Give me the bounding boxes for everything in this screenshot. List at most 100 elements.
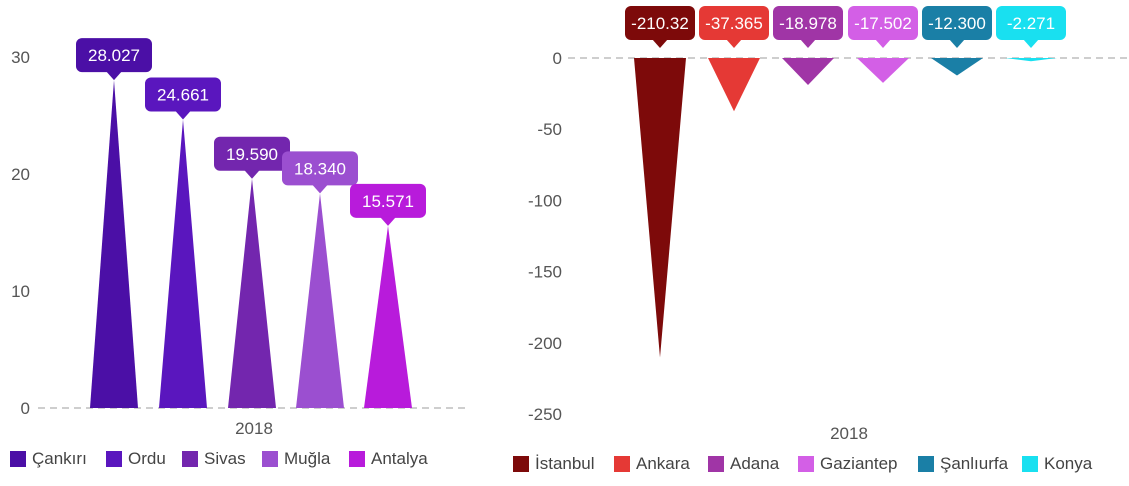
left-data-label-text: 15.571 <box>362 192 414 211</box>
right-legend-label: Ankara <box>636 454 690 473</box>
right-data-label-pointer <box>800 39 816 48</box>
right-legend-item-adana: Adana <box>708 454 780 473</box>
left-legend-item-cankiri: Çankırı <box>10 449 87 468</box>
right-data-label-box <box>848 6 918 40</box>
left-legend-swatch <box>10 451 26 467</box>
right-data-label-pointer <box>652 39 668 48</box>
left-data-label-box <box>145 77 221 112</box>
left-legend-item-mugla: Muğla <box>262 449 331 468</box>
right-legend-item-gaziantep: Gaziantep <box>798 454 898 473</box>
left-legend-swatch <box>262 451 278 467</box>
right-legend-swatch <box>918 456 934 472</box>
left-data-label-cankiri: 28.027 <box>76 38 152 81</box>
left-data-label-pointer <box>244 169 260 179</box>
right-legend-swatch <box>708 456 724 472</box>
left-bar-ordu <box>159 119 207 408</box>
left-legend-label: Ordu <box>128 449 166 468</box>
left-legend-swatch <box>182 451 198 467</box>
right-ytick-label: 0 <box>553 49 562 68</box>
left-bar-sivas <box>228 178 276 408</box>
left-bar-antalya <box>364 225 412 408</box>
left-legend-label: Antalya <box>371 449 428 468</box>
left-legend-item-sivas: Sivas <box>182 449 246 468</box>
left-data-label-box <box>214 136 290 171</box>
right-data-label-pointer <box>726 39 742 48</box>
right-ytick-label: -100 <box>528 191 562 210</box>
right-data-label-text: -210.32 <box>631 14 689 33</box>
right-ytick-label: -200 <box>528 334 562 353</box>
right-data-label-text: -37.365 <box>705 14 763 33</box>
left-legend-swatch <box>349 451 365 467</box>
right-data-label-pointer <box>949 39 965 48</box>
chart-left: 0 10 20 30 28.027 24.661 19.590 18.340 15.571 201… <box>10 38 470 468</box>
left-data-label-box <box>76 38 152 73</box>
left-data-label-pointer <box>380 216 396 226</box>
left-data-label-pointer <box>175 110 191 120</box>
right-data-label-text: -17.502 <box>854 14 912 33</box>
right-data-label-box <box>699 6 769 40</box>
left-data-label-mugla: 18.340 <box>282 151 358 194</box>
right-legend-swatch <box>1022 456 1038 472</box>
left-data-label-pointer <box>106 71 122 81</box>
right-data-label-pointer <box>1023 39 1039 48</box>
right-bar-adana <box>782 58 834 86</box>
left-legend-swatch <box>106 451 122 467</box>
right-legend-item-ankara: Ankara <box>614 454 690 473</box>
right-legend-label: Gaziantep <box>820 454 898 473</box>
left-legend-label: Çankırı <box>32 449 87 468</box>
right-bar-konya <box>1005 58 1057 62</box>
right-data-label-ankara: -37.365 <box>699 6 769 48</box>
right-bar-sanliurfa <box>931 58 983 76</box>
right-legend-item-istanbul: İstanbul <box>513 454 595 473</box>
left-ytick-label: 0 <box>21 399 30 418</box>
left-legend-label: Muğla <box>284 449 331 468</box>
right-legend-label: İstanbul <box>535 454 595 473</box>
left-data-label-text: 28.027 <box>88 46 140 65</box>
left-legend-label: Sivas <box>204 449 246 468</box>
left-data-label-sivas: 19.590 <box>214 136 290 179</box>
right-data-label-text: -12.300 <box>928 14 986 33</box>
right-data-label-box <box>773 6 843 40</box>
right-legend-label: Adana <box>730 454 780 473</box>
right-data-label-box <box>922 6 992 40</box>
left-data-label-text: 24.661 <box>157 85 209 104</box>
right-data-label-text: -2.271 <box>1007 14 1055 33</box>
right-data-label-konya: -2.271 <box>996 6 1066 48</box>
right-bar-istanbul <box>634 58 686 358</box>
right-data-label-box <box>996 6 1066 40</box>
right-data-label-istanbul: -210.32 <box>625 6 695 48</box>
left-x-category-label: 2018 <box>235 419 273 438</box>
left-data-label-text: 19.590 <box>226 145 278 164</box>
left-data-label-box <box>282 151 358 186</box>
right-legend-label: Konya <box>1044 454 1093 473</box>
left-ytick-label: 10 <box>11 282 30 301</box>
right-ytick-label: -50 <box>537 120 562 139</box>
right-x-category-label: 2018 <box>830 424 868 443</box>
right-legend-item-sanliurfa: Şanlıurfa <box>918 454 1009 473</box>
right-legend-swatch <box>513 456 529 472</box>
chart-right: 0 -50 -100 -150 -200 -250 -210.32 -37.365 -18.97… <box>513 6 1128 473</box>
left-bar-cankiri <box>90 80 138 408</box>
right-data-label-adana: -18.978 <box>773 6 843 48</box>
right-data-label-pointer <box>875 39 891 48</box>
right-bar-ankara <box>708 58 760 112</box>
right-legend-label: Şanlıurfa <box>940 454 1009 473</box>
left-data-label-text: 18.340 <box>294 159 346 178</box>
left-data-label-pointer <box>312 184 328 194</box>
right-legend-swatch <box>614 456 630 472</box>
left-ytick-label: 20 <box>11 165 30 184</box>
right-data-label-text: -18.978 <box>779 14 837 33</box>
right-data-label-sanliurfa: -12.300 <box>922 6 992 48</box>
left-ytick-label: 30 <box>11 48 30 67</box>
left-legend-item-ordu: Ordu <box>106 449 166 468</box>
right-legend-swatch <box>798 456 814 472</box>
right-ytick-label: -250 <box>528 405 562 424</box>
right-legend-item-konya: Konya <box>1022 454 1093 473</box>
right-data-label-box <box>625 6 695 40</box>
left-data-label-ordu: 24.661 <box>145 77 221 120</box>
left-legend-item-antalya: Antalya <box>349 449 428 468</box>
left-data-label-antalya: 15.571 <box>350 183 426 226</box>
right-data-label-gaziantep: -17.502 <box>848 6 918 48</box>
